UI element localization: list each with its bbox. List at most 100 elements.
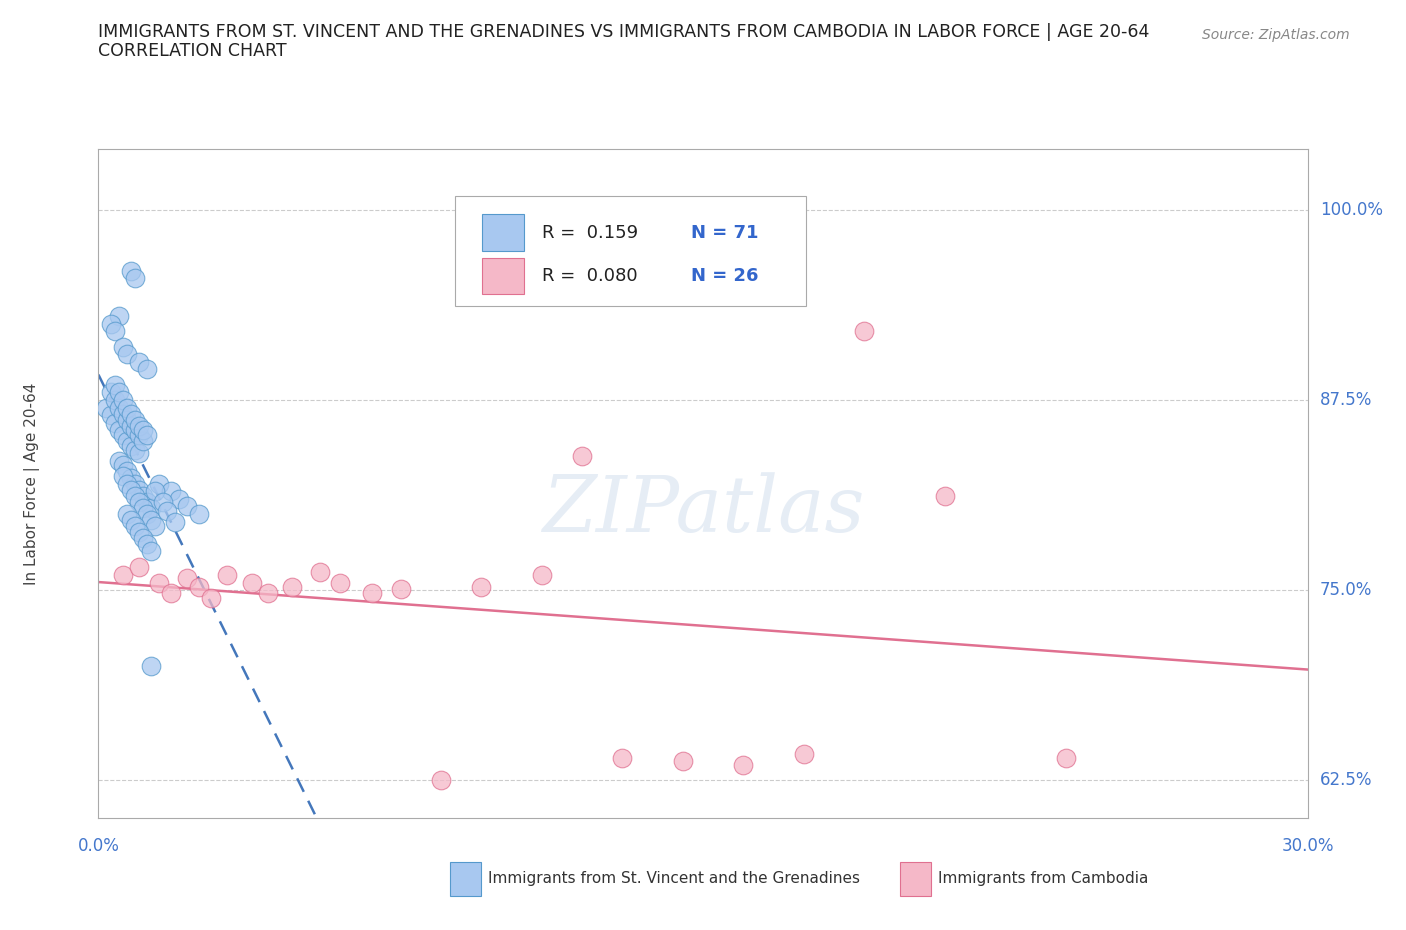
Bar [450, 862, 481, 896]
Point [115, 464, 138, 479]
Point [107, 309, 129, 324]
Point [120, 483, 142, 498]
Text: N = 26: N = 26 [690, 267, 758, 285]
Point [115, 433, 138, 448]
Point [389, 581, 412, 596]
Point [152, 495, 174, 510]
Text: IMMIGRANTS FROM ST. VINCENT AND THE GRENADINES VS IMMIGRANTS FROM CAMBODIA IN LA: IMMIGRANTS FROM ST. VINCENT AND THE GREN… [98, 23, 1150, 41]
Text: R =  0.080: R = 0.080 [543, 267, 638, 285]
Point [128, 525, 150, 539]
Text: Source: ZipAtlas.com: Source: ZipAtlas.com [1202, 28, 1350, 42]
Point [103, 416, 125, 431]
Point [143, 484, 166, 498]
Point [111, 458, 134, 472]
Point [188, 507, 211, 522]
Point [128, 560, 150, 575]
Point [115, 347, 138, 362]
Point [124, 412, 146, 427]
Point [160, 586, 183, 601]
Point [672, 753, 695, 768]
Point [309, 565, 332, 579]
Point [115, 400, 138, 415]
Point [124, 476, 146, 491]
Point [135, 428, 157, 443]
Point [934, 488, 956, 503]
Point [793, 747, 815, 762]
Point [530, 567, 553, 582]
Point [132, 423, 155, 438]
Point [100, 385, 122, 400]
Text: N = 71: N = 71 [690, 223, 758, 242]
Point [612, 751, 634, 765]
Point [135, 362, 157, 377]
Point [111, 392, 134, 407]
Point [139, 658, 162, 673]
Point [132, 531, 155, 546]
Text: 30.0%: 30.0% [1281, 837, 1334, 855]
Point [107, 423, 129, 438]
Point [128, 495, 150, 510]
Point [120, 406, 142, 421]
Point [115, 412, 138, 427]
Point [430, 773, 453, 788]
Point [124, 423, 146, 438]
Point [115, 507, 138, 522]
Point [128, 354, 150, 369]
Point [143, 519, 166, 534]
Point [240, 575, 263, 590]
Point [148, 575, 170, 590]
Text: 75.0%: 75.0% [1320, 581, 1372, 599]
Point [148, 476, 170, 491]
Point [111, 469, 134, 484]
Point [132, 500, 155, 515]
Point [733, 758, 755, 773]
Point [120, 263, 142, 278]
Point [111, 428, 134, 443]
Point [103, 392, 125, 407]
Point [156, 503, 179, 518]
Text: In Labor Force | Age 20-64: In Labor Force | Age 20-64 [24, 382, 39, 585]
Point [132, 488, 155, 503]
Point [139, 512, 162, 527]
Point [128, 445, 150, 460]
Point [217, 567, 239, 582]
Point [100, 407, 122, 422]
Text: 87.5%: 87.5% [1320, 391, 1372, 409]
Point [111, 406, 134, 421]
Point [167, 491, 190, 506]
Point [120, 438, 142, 453]
Point [107, 453, 129, 468]
Point [124, 271, 146, 286]
Point [128, 483, 150, 498]
Text: ZIPatlas: ZIPatlas [541, 472, 865, 549]
Point [188, 579, 211, 594]
Text: R =  0.159: R = 0.159 [543, 223, 638, 242]
Point [107, 400, 129, 415]
Text: 0.0%: 0.0% [77, 837, 120, 855]
FancyBboxPatch shape [456, 195, 806, 306]
Point [571, 449, 593, 464]
Point [135, 495, 157, 510]
Point [124, 443, 146, 458]
Text: CORRELATION CHART: CORRELATION CHART [98, 42, 287, 60]
Text: Immigrants from Cambodia: Immigrants from Cambodia [938, 871, 1149, 886]
Point [111, 567, 134, 582]
Text: 100.0%: 100.0% [1320, 201, 1382, 219]
Point [329, 575, 352, 590]
Point [124, 488, 146, 503]
Text: 62.5%: 62.5% [1320, 771, 1372, 790]
Point [128, 428, 150, 443]
Point [853, 324, 876, 339]
Point [281, 579, 304, 594]
Point [120, 418, 142, 433]
Point [120, 512, 142, 527]
Point [160, 484, 183, 498]
Point [470, 579, 492, 594]
Text: Immigrants from St. Vincent and the Grenadines: Immigrants from St. Vincent and the Gren… [488, 871, 860, 886]
Point [135, 537, 157, 551]
Point [111, 339, 134, 354]
Point [120, 470, 142, 485]
Point [96, 400, 118, 415]
Point [361, 586, 384, 601]
Point [103, 378, 125, 392]
